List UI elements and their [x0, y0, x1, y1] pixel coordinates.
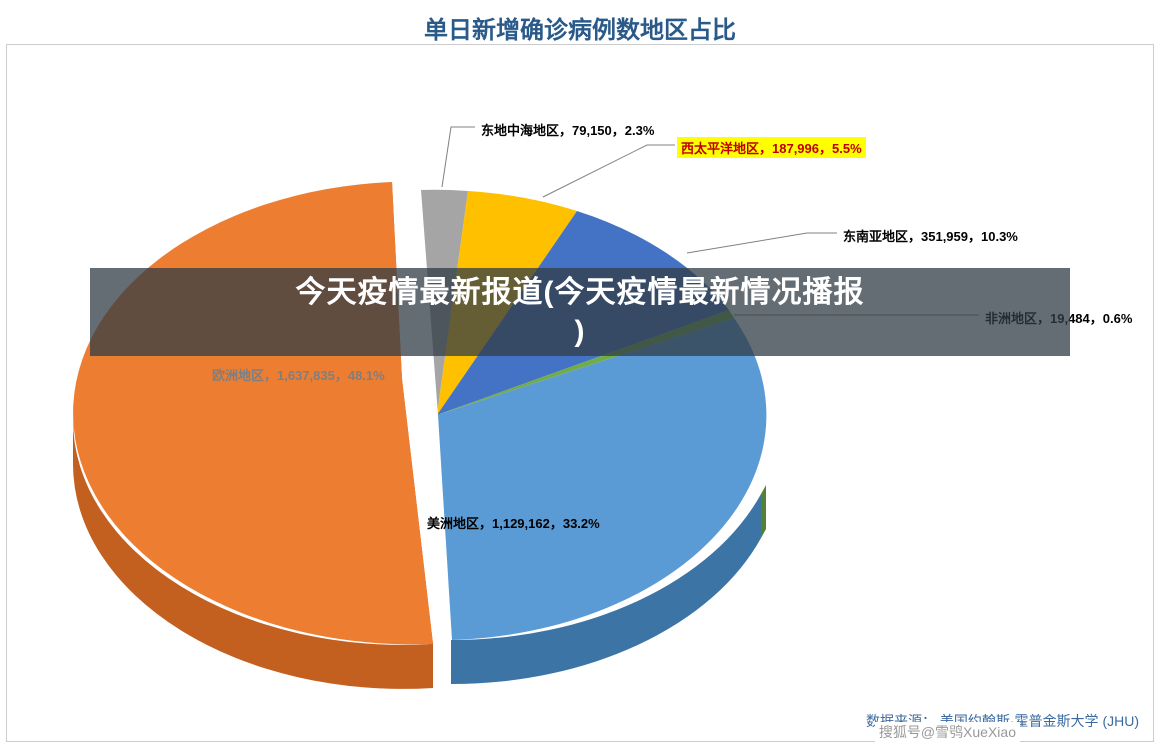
overlay-band: 今天疫情最新报道(今天疫情最新情况播报 ): [90, 268, 1070, 356]
overlay-text-line2: ): [575, 312, 586, 351]
label-wpro: 西太平洋地区，187,996，5.5%: [677, 137, 866, 158]
chart-container: 欧洲地区，1,637,835，48.1% 美洲地区，1,129,162，33.2…: [6, 44, 1154, 742]
chart-title: 单日新增确诊病例数地区占比: [0, 10, 1160, 45]
label-searo: 东南亚地区，351,959，10.3%: [839, 225, 1022, 246]
label-amro: 美洲地区，1,129,162，33.2%: [427, 513, 600, 532]
watermark: 搜狐号@雪鸮XueXiao: [875, 722, 1020, 742]
pie-chart: 欧洲地区，1,637,835，48.1% 美洲地区，1,129,162，33.2…: [57, 105, 737, 745]
overlay-text-line1: 今天疫情最新报道(今天疫情最新情况播报: [296, 273, 865, 312]
label-europe: 欧洲地区，1,637,835，48.1%: [212, 365, 385, 384]
pie-svg: [7, 75, 1067, 755]
label-emro: 东地中海地区，79,150，2.3%: [477, 119, 658, 140]
